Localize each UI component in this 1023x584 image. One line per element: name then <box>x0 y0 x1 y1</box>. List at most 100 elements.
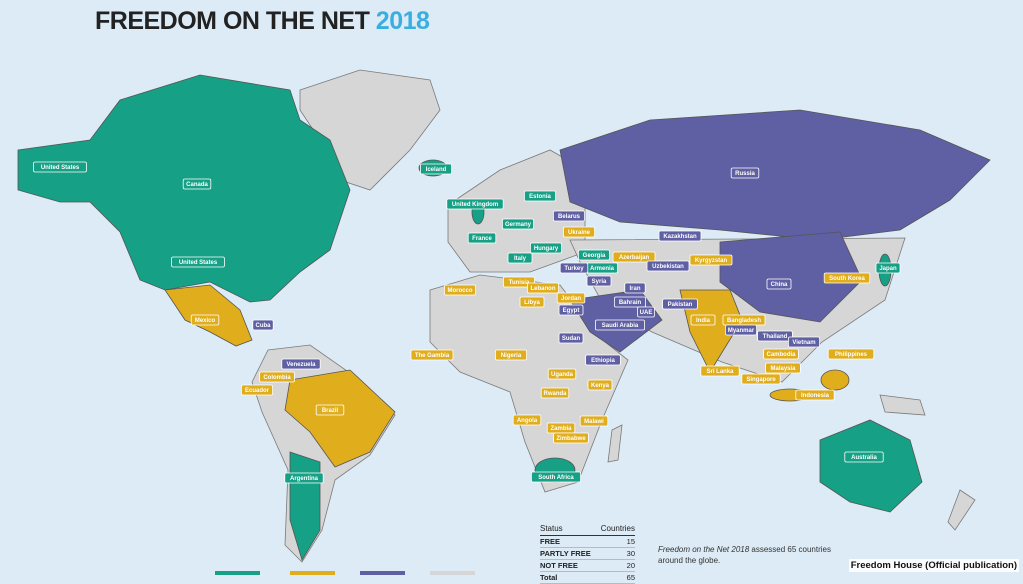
country-label: Singapore <box>746 377 776 383</box>
country-label: United Kingdom <box>452 202 498 208</box>
country-label: Russia <box>735 171 755 177</box>
label-box <box>519 296 545 308</box>
label-box <box>524 190 557 202</box>
country-label: Kyrgyzstan <box>695 258 728 264</box>
swatch <box>215 571 260 575</box>
country-label: Lebanon <box>531 286 556 292</box>
country-label: Argentina <box>290 476 319 482</box>
table-row: NOT FREE 20 <box>540 560 635 572</box>
label-box <box>530 242 563 254</box>
credit: Freedom House (Official publication) <box>848 559 1019 572</box>
label-box <box>182 178 212 190</box>
table-row: PARTLY FREE 30 <box>540 548 635 560</box>
label-box <box>700 365 740 377</box>
country-label: Venezuela <box>286 362 316 368</box>
label-box <box>658 230 702 242</box>
label-box <box>531 471 582 483</box>
country-label: Syria <box>592 279 607 285</box>
country-label: South Africa <box>538 475 574 481</box>
label-box <box>614 296 647 308</box>
country-label: Kazakhstan <box>663 234 697 240</box>
caption-text: assessed 65 countries around the globe. <box>658 545 831 565</box>
country-label: The Gambia <box>415 353 450 359</box>
russia <box>559 109 991 241</box>
label-box <box>585 354 621 366</box>
country-label: Brazil <box>322 408 339 414</box>
country-label: South Korea <box>829 276 865 282</box>
title: FREEDOM ON THE NET 2018 <box>95 7 430 36</box>
legend-swatches <box>215 571 475 575</box>
label-box <box>595 319 646 331</box>
caption-emphasis: Freedom on the Net 2018 <box>658 545 750 554</box>
country-label: Ecuador <box>245 388 270 394</box>
label-box <box>315 404 345 416</box>
label-box <box>284 472 324 484</box>
country-label: Australia <box>851 455 877 461</box>
label-box <box>547 368 577 380</box>
country-label: Libya <box>524 300 540 306</box>
label-box <box>494 349 527 361</box>
label-box <box>553 432 589 444</box>
country-label: Bahrain <box>619 300 642 306</box>
borneo <box>820 369 850 391</box>
count: 15 <box>626 537 635 546</box>
country-label: Sudan <box>562 336 581 342</box>
country-label: Canada <box>186 182 208 188</box>
label-box <box>419 163 452 175</box>
country-label: Zambia <box>550 426 572 432</box>
label-box <box>730 167 760 179</box>
swatch <box>360 571 405 575</box>
label-box <box>281 358 321 370</box>
country-label: Germany <box>505 222 532 228</box>
label-box <box>507 252 533 264</box>
status: PARTLY FREE <box>540 549 591 558</box>
country-label: Uzbekistan <box>652 264 684 270</box>
country-label: United States <box>179 260 218 266</box>
india <box>679 289 743 373</box>
total: 65 <box>626 573 635 582</box>
australia <box>819 419 923 513</box>
label-box <box>446 198 504 210</box>
status-header: Status <box>540 524 563 533</box>
country-label: Colombia <box>263 375 291 381</box>
brazil <box>284 369 396 468</box>
count: 30 <box>626 549 635 558</box>
label-box <box>690 314 716 326</box>
country-label: Turkey <box>564 266 584 272</box>
country-label: Indonesia <box>801 393 830 399</box>
country-label: Belarus <box>558 214 581 220</box>
label-box <box>646 260 690 272</box>
label-box <box>612 251 656 263</box>
caption: Freedom on the Net 2018 assessed 65 coun… <box>658 544 858 566</box>
country-label: India <box>696 318 711 324</box>
country-label: Azerbaijan <box>619 255 650 261</box>
country-label: Uganda <box>551 372 574 378</box>
label-box <box>259 371 295 383</box>
country-label: Cuba <box>256 323 272 329</box>
label-box <box>827 348 875 360</box>
country-label: Kenya <box>591 383 610 389</box>
table-total: Total 65 <box>540 572 635 584</box>
swatch <box>430 571 475 575</box>
label-box <box>410 349 454 361</box>
label-box <box>252 319 274 331</box>
label-box <box>578 249 611 261</box>
label-box <box>558 332 584 344</box>
label-box <box>563 226 596 238</box>
country-label: Thailand <box>763 334 788 340</box>
country-label: Japan <box>879 266 897 272</box>
label-box <box>527 282 560 294</box>
label-box <box>689 254 733 266</box>
country-label: Cambodia <box>766 352 796 358</box>
papua <box>879 394 926 416</box>
count-header: Countries <box>600 524 635 533</box>
label-box <box>741 373 781 385</box>
country-label: UAE <box>640 310 653 316</box>
label-box <box>240 384 273 396</box>
new-zealand <box>947 489 976 531</box>
label-box <box>190 314 220 326</box>
status-table: Status Countries FREE 15 PARTLY FREE 30 NOT F… <box>540 524 635 584</box>
label-box <box>725 324 758 336</box>
country-label: Italy <box>514 256 527 262</box>
